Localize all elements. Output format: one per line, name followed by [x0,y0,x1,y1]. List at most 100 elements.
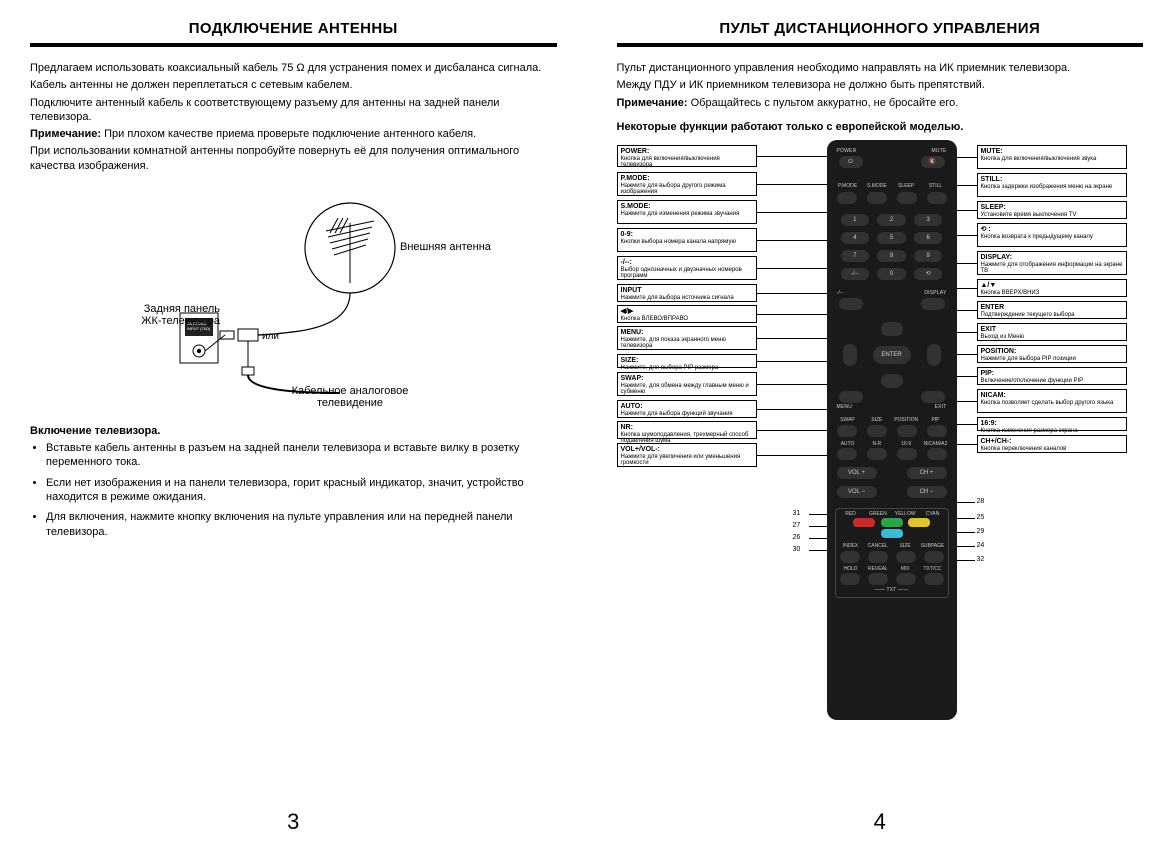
lbl: GREEN [865,512,891,518]
page-title: ПУЛЬТ ДИСТАНЦИОННОГО УПРАВЛЕНИЯ [617,20,1144,37]
lead-line [957,560,975,561]
auto-button[interactable] [837,448,857,460]
exit-button[interactable] [921,391,945,403]
callout-box: 0-9:Кнопки выбора номера канала напрямую [617,228,757,252]
num-2[interactable]: 2 [877,214,906,226]
green-button[interactable] [881,518,903,527]
position-button[interactable] [897,425,917,437]
lead-line [957,235,977,236]
reveal-button[interactable] [868,573,888,585]
yellow-button[interactable] [908,518,930,527]
right-button[interactable] [927,344,941,366]
num-3[interactable]: 3 [914,214,943,226]
section-power-on: Включение телевизора. [30,425,557,437]
enter-button[interactable]: ENTER [873,346,911,364]
subpage-button[interactable] [924,551,944,563]
lbl: REVEAL [865,567,891,573]
eu-note: Некоторые функции работают только с евро… [617,120,1144,134]
vol-plus-button[interactable]: VOL + [837,467,877,479]
num-9[interactable]: 9 [914,250,943,262]
pip-button[interactable] [927,425,947,437]
size-button[interactable] [867,425,887,437]
callout-box: NICAM:Кнопка позволяет сделать выбор дру… [977,389,1127,413]
lead-line [757,455,827,456]
lbl: CANCEL [865,544,891,550]
lead-line [957,332,977,333]
dash-button[interactable] [839,298,863,310]
page-left: ПОДКЛЮЧЕНИЕ АНТЕННЫ Предлагаем использов… [0,0,587,849]
callout-box: -/--:Выбор однозначных и двузначных номе… [617,256,757,280]
lbl: HOLD [838,567,864,573]
bullet: Для включения, нажмите кнопку включения … [46,510,557,539]
callout-box: PIP:Включение/отключение функции PIP [977,367,1127,385]
num-label: 29 [977,528,985,536]
num-8[interactable]: 8 [877,250,906,262]
lead-line [957,376,977,377]
nicam-button[interactable] [927,448,947,460]
hold-button[interactable] [840,573,860,585]
ch-minus-button[interactable]: CH − [907,486,947,498]
ch-plus-button[interactable]: CH + [907,467,947,479]
up-button[interactable] [881,322,903,336]
display-button[interactable] [921,298,945,310]
lbl: SIZE [864,418,890,424]
num-4[interactable]: 4 [841,232,870,244]
num-6[interactable]: 6 [914,232,943,244]
lbl-exit: EXIT [935,405,947,411]
mix-button[interactable] [896,573,916,585]
lead-line [957,532,975,533]
para: Пульт дистанционного управления необходи… [617,61,1144,75]
down-button[interactable] [881,374,903,388]
sleep-button[interactable] [897,192,917,204]
num-5[interactable]: 5 [877,232,906,244]
still-button[interactable] [927,192,947,204]
nr-button[interactable] [867,448,887,460]
lbl: SUBPAGE [919,544,945,550]
power-button[interactable]: ⏻ [839,156,863,168]
num-1[interactable]: 1 [841,214,870,226]
ratio-button[interactable] [897,448,917,460]
lbl: CYAN [919,512,945,518]
label-cable-tv: Кабельное аналоговоетелевидение [270,385,430,409]
lbl: SWAP [835,418,861,424]
lead-line [957,354,977,355]
lead-line [757,361,827,362]
lead-line [957,546,975,547]
lbl: 16:9 [893,442,919,448]
num-label: 30 [793,546,801,554]
lead-line [757,409,827,410]
callout-box: ▲/▼Кнопка ВВЕРХ/ВНИЗ [977,279,1127,297]
callout-box: INPUTНажмите для выбора источника сигнал… [617,284,757,302]
digit-toggle[interactable]: -/-- [841,268,870,280]
para: При использовании комнатной антенны попр… [30,144,557,173]
swap-button[interactable] [837,425,857,437]
mute-button[interactable]: 🔇 [921,156,945,168]
callout-box: 16:9:Кнопка изменения размера экрана [977,417,1127,431]
page-title: ПОДКЛЮЧЕНИЕ АНТЕННЫ [30,20,557,37]
cancel-button[interactable] [868,551,888,563]
lbl: TXT/CC [919,567,945,573]
left-button[interactable] [843,344,857,366]
menu-button[interactable] [839,391,863,403]
cyan-button[interactable] [881,529,903,538]
callout-box: EXITВыход из Меню [977,323,1127,341]
vol-minus-button[interactable]: VOL − [837,486,877,498]
note-label: Примечание: [617,97,688,109]
txtcc-button[interactable] [924,573,944,585]
antenna-diagram: ANTENNA INPUT (75Ω) Задняя панельЖК-теле… [30,193,557,413]
num-label: 27 [793,522,801,530]
return-button[interactable]: ⟲ [914,268,943,280]
lead-line [757,314,827,315]
pmode-button[interactable] [837,192,857,204]
lead-line [957,185,977,186]
callout-box: ◀/▶Кнопка ВЛЕВО/ВПРАВО [617,305,757,323]
txt-footer: —— TXT —— [838,588,946,594]
num-7[interactable]: 7 [841,250,870,262]
smode-button[interactable] [867,192,887,204]
lbl: -/-- [837,291,844,297]
num-0[interactable]: 0 [877,268,906,280]
red-button[interactable] [853,518,875,527]
txt-size-button[interactable] [896,551,916,563]
lbl: MIX [892,567,918,573]
index-button[interactable] [840,551,860,563]
